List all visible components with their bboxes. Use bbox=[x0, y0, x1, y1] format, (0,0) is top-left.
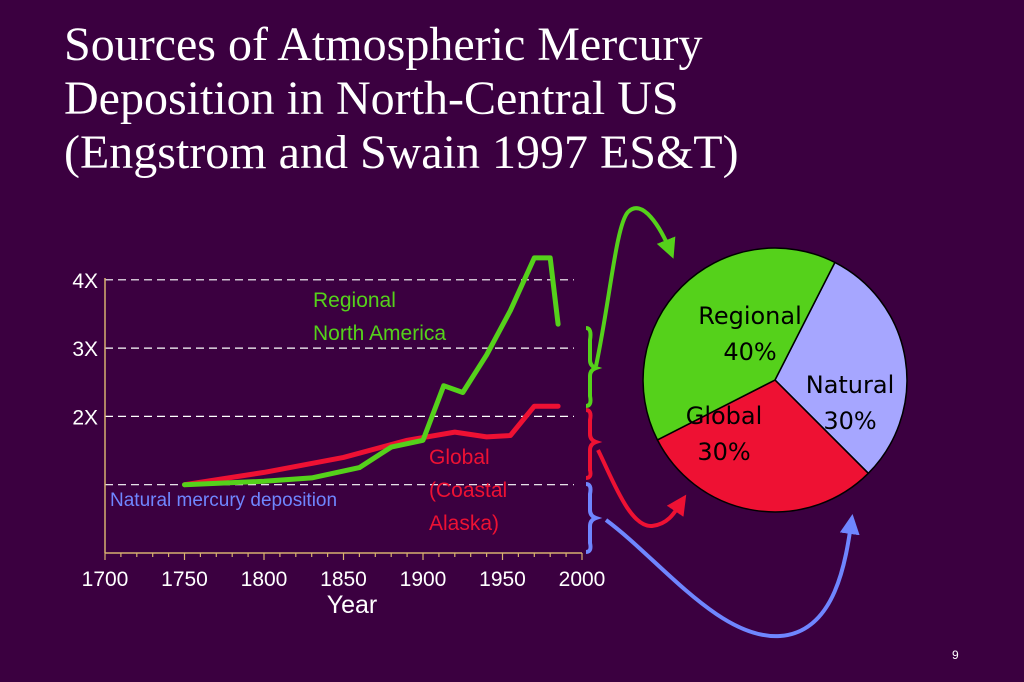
annotation-global: Global (Coastal Alaska) bbox=[429, 446, 513, 535]
arrow-regional bbox=[594, 206, 676, 367]
axes bbox=[104, 278, 583, 560]
pie-value-global: 30% bbox=[697, 438, 750, 466]
x-tick-label: 1700 bbox=[82, 568, 129, 591]
series-line-global bbox=[182, 403, 561, 488]
page-number: 9 bbox=[952, 648, 959, 662]
annotation-global-line-1: Global bbox=[429, 446, 490, 469]
pie-label-natural: Natural bbox=[806, 371, 895, 399]
x-tick-label: 1900 bbox=[400, 568, 447, 591]
annotation-global-line-3: Alaska) bbox=[429, 512, 499, 535]
x-tick-label: 1800 bbox=[241, 568, 288, 591]
pie-slice-global bbox=[656, 379, 870, 513]
pie-chart bbox=[642, 247, 908, 513]
annotation-regional-line-2: North America bbox=[313, 322, 446, 345]
arrow-natural bbox=[604, 514, 860, 639]
annotation-global-line-2: (Coastal bbox=[429, 479, 507, 502]
title-line-1: Sources of Atmospheric Mercury bbox=[64, 18, 703, 71]
x-tick-label: 1950 bbox=[479, 568, 526, 591]
y-tick-label: 2X bbox=[72, 406, 98, 429]
x-tick-label: 2000 bbox=[559, 568, 606, 591]
arrow-global bbox=[596, 449, 687, 528]
y-tick-label: 3X bbox=[72, 338, 98, 361]
annotation-regional: Regional North America bbox=[313, 289, 446, 345]
title-line-3: (Engstrom and Swain 1997 ES&T) bbox=[64, 126, 739, 179]
pie-label-global: Global bbox=[686, 402, 763, 430]
pie-value-regional: 40% bbox=[723, 338, 776, 366]
x-tick-label: 1750 bbox=[161, 568, 208, 591]
brace-global bbox=[585, 408, 603, 480]
annotation-natural: Natural mercury deposition bbox=[110, 490, 337, 511]
annotation-regional-line-1: Regional bbox=[313, 289, 396, 312]
series-line-regional bbox=[182, 255, 561, 488]
line-series bbox=[182, 255, 561, 488]
x-tick-label: 1850 bbox=[320, 568, 367, 591]
pie-label-regional: Regional bbox=[698, 302, 802, 330]
pie-slice-natural bbox=[774, 261, 908, 475]
brace-natural bbox=[585, 482, 603, 554]
tick-labels: 1700 1750 1800 1850 1900 1950 2000 2X 3X 4X bbox=[72, 270, 605, 591]
pie-slice-regional bbox=[642, 247, 836, 441]
slide-title: Sources of Atmospheric Mercury Depositio… bbox=[64, 18, 1004, 180]
pie-value-natural: 30% bbox=[823, 407, 876, 435]
title-line-2: Deposition in North-Central US bbox=[64, 72, 679, 125]
x-axis-label: Year bbox=[327, 591, 378, 619]
y-tick-label: 4X bbox=[72, 270, 98, 293]
brace-regional bbox=[585, 326, 603, 408]
